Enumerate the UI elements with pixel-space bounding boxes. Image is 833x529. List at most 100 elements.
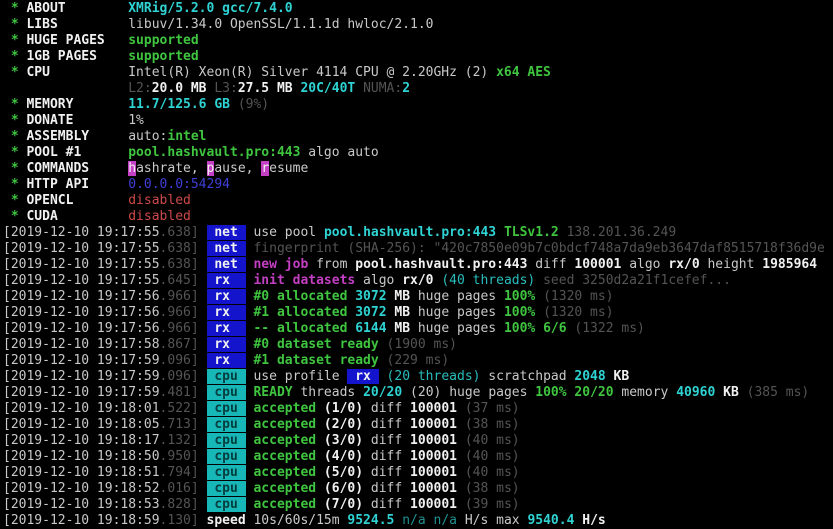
spacer	[199, 289, 207, 304]
log-timestamp-ms: .638]	[159, 257, 199, 272]
log-line: [2019-12-10 19:17:59.096] rx #1 dataset …	[3, 353, 833, 369]
log-timestamp: [2019-12-10 19:17:55	[3, 241, 160, 256]
log-message-segment: 1985964	[762, 257, 818, 272]
log-message-segment: MB	[386, 289, 411, 304]
log-message-segment: #1 dataset ready	[253, 353, 379, 368]
log-message-segment: 100001	[410, 449, 458, 464]
log-line: [2019-12-10 19:17:55.638] net use pool p…	[3, 225, 833, 241]
log-message-segment: 3072	[355, 289, 387, 304]
log-message-segment: 100%	[535, 385, 567, 400]
log-timestamp: [2019-12-10 19:18:01	[3, 401, 160, 416]
log-tag-rx: rx	[206, 289, 246, 304]
log-message-segment: 100%	[503, 289, 536, 304]
log-message-segment: (20 threads)	[386, 369, 481, 384]
log-message-segment: (3/0)	[316, 433, 371, 448]
log-timestamp: [2019-12-10 19:17:58	[3, 337, 160, 352]
bullet-asterisk: *	[3, 1, 27, 16]
spacer	[199, 417, 207, 432]
spacer	[199, 241, 207, 256]
log-line: [2019-12-10 19:17:58.867] rx #0 dataset …	[3, 337, 833, 353]
log-tag-cpu: cpu	[206, 401, 246, 416]
log-line: [2019-12-10 19:18:59.130] speed 10s/60s/…	[3, 513, 833, 529]
log-timestamp-ms: .638]	[159, 241, 199, 256]
summary-line: * ASSEMBLY auto:intel	[3, 129, 833, 145]
spacer	[199, 273, 207, 288]
summary-label: LIBS	[26, 17, 129, 32]
log-line: [2019-12-10 19:18:51.794] cpu accepted (…	[3, 465, 833, 481]
summary-value-segment: 2	[402, 81, 411, 96]
summary-value-segment: L3:	[214, 81, 238, 96]
summary-value-segment: supported	[128, 33, 199, 48]
log-message-segment: 100001	[410, 433, 458, 448]
summary-value-segment: disabled	[128, 193, 191, 208]
log-message-segment: (1320 ms)	[535, 305, 614, 320]
summary-value-segment: Intel(R) Xeon(R) Silver 4114 CPU @ 2.20G…	[128, 65, 497, 80]
summary-value-segment: x64 AES	[496, 65, 551, 80]
log-line: [2019-12-10 19:17:55.638] net fingerprin…	[3, 241, 833, 257]
bullet-asterisk: *	[3, 145, 27, 160]
summary-value-segment: r	[261, 161, 270, 176]
log-tag-rx: rx	[206, 337, 246, 352]
log-message-segment: algo	[355, 273, 403, 288]
log-timestamp: [2019-12-10 19:17:56	[3, 289, 160, 304]
summary-value-segment: NUMA:	[363, 81, 403, 96]
summary-label: HUGE PAGES	[26, 33, 129, 48]
summary-value-segment: algo auto	[300, 145, 379, 160]
log-message-segment: H/s	[464, 513, 489, 528]
bullet-asterisk: *	[3, 209, 27, 224]
log-tag-net: net	[206, 225, 246, 240]
spacer	[199, 401, 207, 416]
bullet-asterisk: *	[3, 129, 27, 144]
log-message-segment: -- allocated	[253, 321, 356, 336]
log-message-segment: diff	[370, 465, 411, 480]
indent	[3, 81, 128, 96]
log-timestamp-ms: .096]	[159, 369, 199, 384]
log-message-segment: (37 ms)	[457, 401, 520, 416]
log-message-segment: 100001	[410, 481, 458, 496]
summary-value-segment: supported	[128, 49, 199, 64]
log-message-segment: (229 ms)	[378, 353, 450, 368]
log-message-segment: accepted	[253, 417, 317, 432]
spacer	[199, 465, 207, 480]
log-line: [2019-12-10 19:18:52.016] cpu accepted (…	[3, 481, 833, 497]
summary-value-segment: 20C/40T	[300, 81, 364, 96]
log-message-segment: speed	[206, 513, 254, 528]
log-timestamp-ms: .645]	[159, 273, 199, 288]
log-message-segment: rx/0	[668, 257, 700, 272]
log-message-segment: (1900 ms)	[378, 337, 457, 352]
summary-label: POOL #1	[26, 145, 129, 160]
log-message-segment: 100%	[503, 321, 536, 336]
summary-line: * HUGE PAGES supported	[3, 33, 833, 49]
log-tag-cpu: cpu	[206, 497, 246, 512]
log-tag-rx: rx	[206, 321, 246, 336]
summary-line: * LIBS libuv/1.34.0 OpenSSL/1.1.1d hwloc…	[3, 17, 833, 33]
spacer	[199, 337, 207, 352]
summary-value-segment: pool.hashvault.pro:443	[128, 145, 301, 160]
log-message-segment: #0 allocated	[253, 289, 356, 304]
log-message-segment: seed 3250d2a21f1cefef...	[543, 273, 731, 288]
summary-line: * ABOUT XMRig/5.2.0 gcc/7.4.0	[3, 1, 833, 17]
log-message-segment: (40 threads)	[433, 273, 544, 288]
log-line: [2019-12-10 19:18:05.713] cpu accepted (…	[3, 417, 833, 433]
log-message-segment: 100001	[574, 257, 622, 272]
log-message-segment: 100%	[503, 305, 536, 320]
log-message-segment: READY	[253, 385, 293, 400]
log-tag-net: net	[206, 241, 246, 256]
summary-label: MEMORY	[26, 97, 129, 112]
bullet-asterisk: *	[3, 17, 27, 32]
log-timestamp-ms: .016]	[159, 481, 199, 496]
summary-value-segment: XMRig/5.2.0 gcc/7.4.0	[128, 1, 293, 16]
log-message-segment: accepted	[253, 449, 317, 464]
log-line: [2019-12-10 19:18:50.950] cpu accepted (…	[3, 449, 833, 465]
log-timestamp-ms: .950]	[159, 449, 199, 464]
log-timestamp-ms: .132]	[159, 433, 199, 448]
log-message-segment: huge pages	[410, 321, 504, 336]
log-message-segment	[379, 369, 387, 384]
log-message-segment: memory	[613, 385, 677, 400]
log-message-segment: diff	[370, 401, 411, 416]
log-message-segment: (39 ms)	[457, 497, 520, 512]
log-message-segment: #1 allocated	[253, 305, 356, 320]
log-message-segment: 6/6	[535, 321, 567, 336]
summary-value-segment: 0.0.0.0:54294	[128, 177, 230, 192]
